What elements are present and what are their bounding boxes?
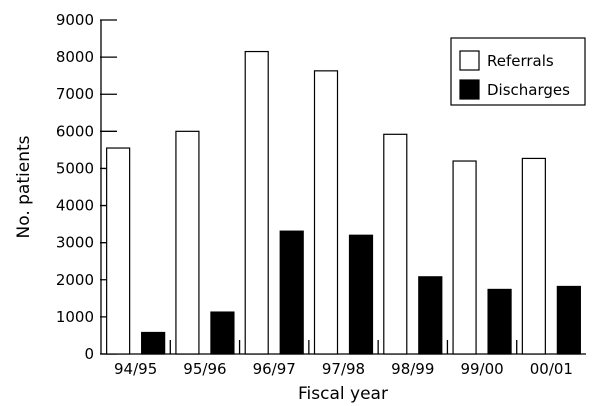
bar-discharges-96-97: [279, 230, 304, 355]
bar-discharges-95-96: [210, 311, 235, 355]
bar-referrals-94-95: [106, 147, 131, 355]
bar-referrals-95-96: [175, 130, 200, 355]
x-axis: 94/95 95/96 96/97 97/98 98/99 99/00 00/01: [101, 340, 586, 378]
bar-referrals-97-98: [313, 70, 339, 355]
x-tick-label: 99/00: [460, 360, 503, 378]
y-tick-label: 4000: [56, 197, 94, 215]
legend-label-referrals: Referrals: [487, 52, 554, 70]
x-tick-label: 96/97: [253, 360, 296, 378]
bar-discharges-98-99: [418, 276, 443, 355]
x-tick-label: 95/96: [183, 360, 226, 378]
y-tick-label: 1000: [56, 308, 94, 326]
legend: Referrals Discharges: [450, 37, 586, 106]
y-tick-label: 8000: [56, 48, 94, 66]
y-tick-label: 6000: [56, 122, 94, 140]
bar-discharges-97-98: [348, 234, 374, 355]
bar-discharges-94-95: [141, 331, 166, 355]
x-tick-label: 00/01: [530, 360, 573, 378]
x-tick-label: 97/98: [322, 360, 365, 378]
legend-swatch-referrals: [459, 50, 480, 71]
y-tick-label: 9000: [56, 11, 94, 29]
x-axis-title: Fiscal year: [298, 384, 388, 404]
y-tick-label: 2000: [56, 271, 94, 289]
bar-discharges-00-01: [556, 285, 581, 355]
bar-referrals-99-00: [452, 160, 477, 355]
bar-referrals-98-99: [383, 133, 408, 355]
y-tick-label: 5000: [56, 159, 94, 177]
legend-swatch-discharges: [459, 79, 480, 100]
bars: [106, 50, 581, 355]
y-tick-label: 3000: [56, 234, 94, 252]
x-tick-label: 98/99: [391, 360, 434, 378]
y-tick-label: 0: [84, 345, 94, 363]
x-tick-label: 94/95: [114, 360, 157, 378]
y-tick-label: 7000: [56, 85, 94, 103]
bar-referrals-00-01: [521, 157, 546, 355]
legend-label-discharges: Discharges: [487, 81, 570, 99]
y-axis: 0 1000 2000 3000 4000 5000 6000 7000 8000 9000: [56, 11, 117, 363]
bar-referrals-96-97: [244, 50, 269, 355]
y-axis-title: No. patients: [14, 135, 34, 238]
bar-discharges-99-00: [487, 288, 512, 355]
